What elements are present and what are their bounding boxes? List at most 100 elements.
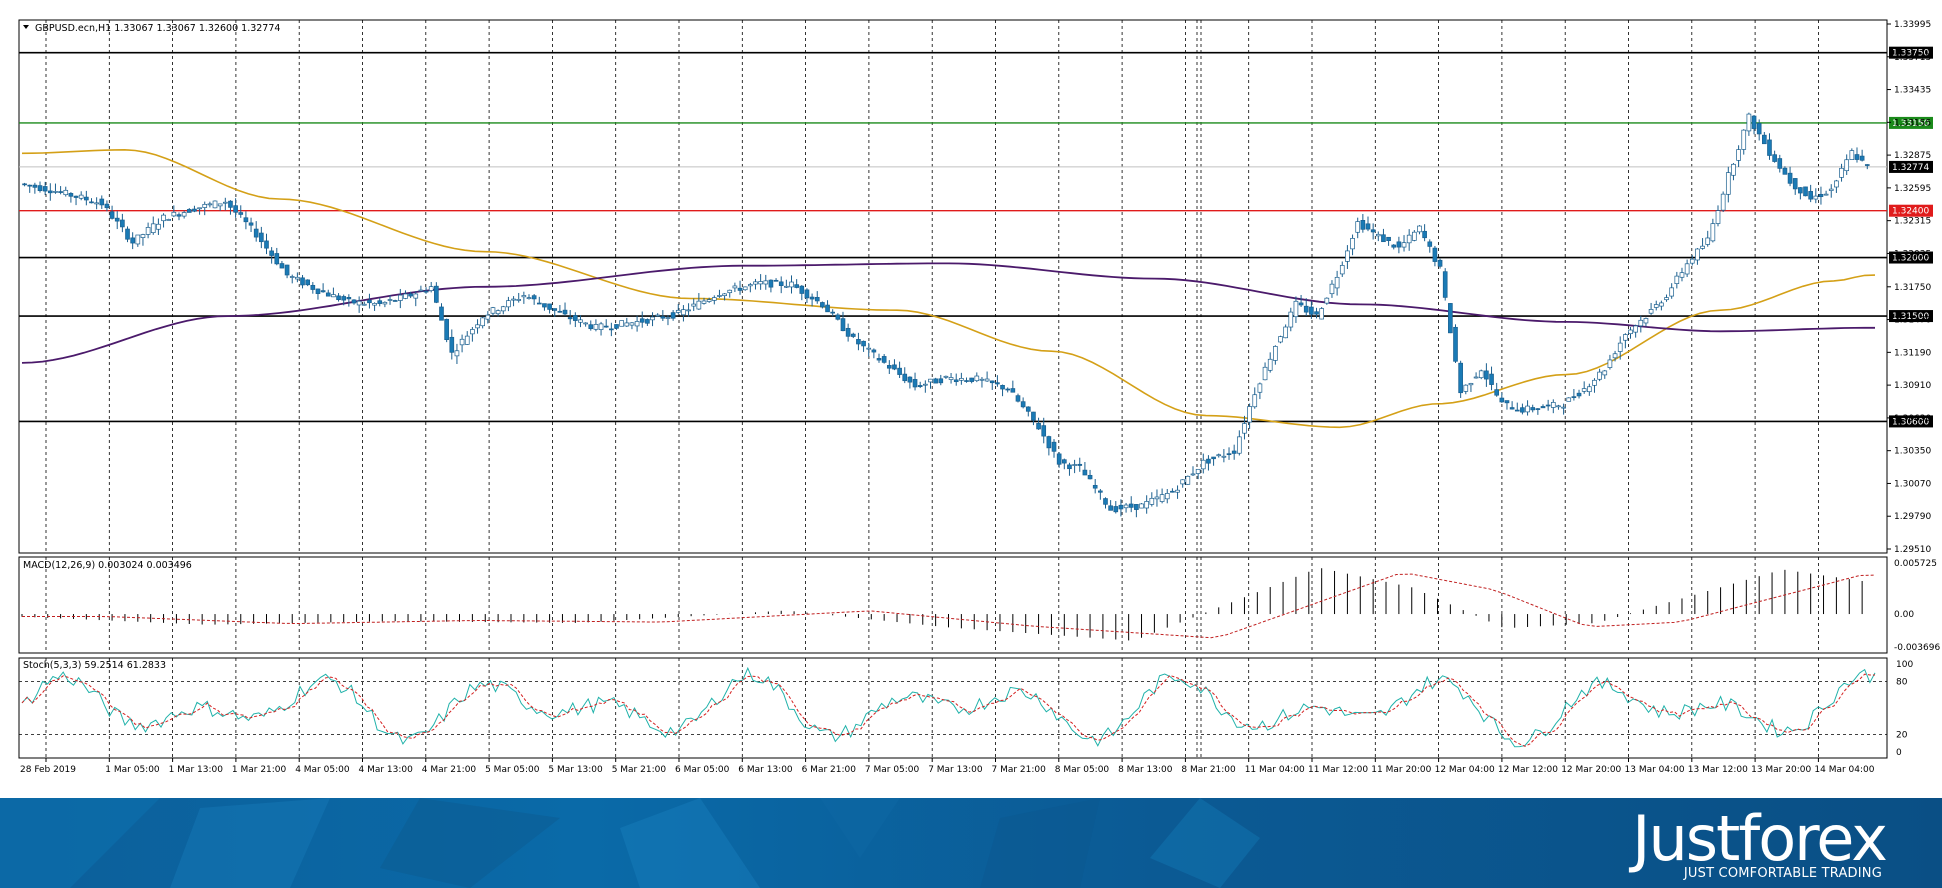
bull-candle: [145, 227, 151, 235]
level-label: 1.32000: [1892, 254, 1929, 264]
bear-candle: [917, 385, 923, 387]
stochastic-panel: 100 80 20 0: [19, 660, 1913, 758]
bear-candle: [573, 315, 578, 321]
level-label: 1.33750: [1892, 49, 1929, 59]
bull-candle: [506, 300, 511, 308]
bull-candle: [356, 300, 362, 306]
bear-candle: [809, 296, 815, 300]
bear-candle: [820, 302, 825, 308]
level-label: 1.33150: [1892, 119, 1929, 129]
bull-candle: [1700, 245, 1705, 249]
bull-candle: [1278, 336, 1283, 343]
bear-candle: [639, 318, 645, 323]
bull-candle: [1664, 297, 1669, 301]
bear-candle: [1782, 167, 1788, 175]
level-label: 1.32400: [1892, 207, 1929, 217]
bull-candle: [943, 375, 949, 378]
bull-candle: [428, 286, 434, 291]
bear-candle: [933, 378, 938, 384]
bull-candle: [1334, 276, 1340, 289]
price-label: 1.33715: [1894, 53, 1931, 63]
bear-candle: [47, 190, 53, 194]
bull-candle: [1221, 455, 1227, 458]
bear-candle: [1396, 241, 1402, 248]
bear-candle: [830, 311, 836, 314]
bear-candle: [1025, 406, 1031, 412]
bear-candle: [84, 196, 89, 201]
bear-candle: [1859, 155, 1865, 161]
bull-candle: [470, 329, 475, 335]
bull-candle: [691, 303, 697, 307]
bull-candle: [1216, 454, 1222, 457]
bear-candle: [845, 327, 851, 337]
bear-candle: [238, 212, 244, 215]
bull-candle: [1123, 504, 1129, 509]
price-label: 1.31190: [1894, 348, 1931, 358]
bull-candle: [1345, 250, 1350, 262]
bear-candle: [892, 364, 897, 370]
bull-candle: [1849, 150, 1855, 160]
bull-candle: [655, 314, 661, 317]
collapse-arrow-icon[interactable]: [23, 25, 29, 29]
price-label: 1.33435: [1894, 86, 1931, 96]
bear-candle: [269, 250, 274, 256]
bear-candle: [850, 333, 856, 337]
bull-candle: [217, 203, 223, 207]
time-label: 13 Mar 04:00: [1625, 765, 1685, 775]
bear-candle: [614, 324, 619, 329]
bear-candle: [876, 358, 882, 361]
bear-candle: [1087, 474, 1093, 480]
bull-candle: [1725, 172, 1731, 195]
bear-candle: [861, 340, 866, 347]
bear-candle: [794, 284, 799, 288]
bear-candle: [377, 300, 383, 304]
bear-candle: [1036, 423, 1041, 430]
bear-candle: [897, 367, 902, 375]
bull-candle: [1669, 287, 1675, 297]
bear-candle: [1391, 244, 1397, 248]
bull-candle: [1746, 113, 1752, 132]
bull-candle: [1190, 473, 1196, 476]
time-axis: 28 Feb 2019 1 Mar 05:00 1 Mar 13:00 1 Mar 2…: [20, 758, 1875, 775]
bull-candle: [403, 293, 408, 299]
bull-candle: [331, 294, 336, 298]
bear-candle: [1000, 385, 1005, 390]
bull-candle: [758, 281, 763, 285]
bull-candle: [1339, 265, 1345, 275]
bear-candle: [536, 302, 542, 305]
bear-candle: [1298, 302, 1304, 306]
bear-candle: [336, 295, 341, 301]
bull-candle: [207, 203, 213, 206]
bull-candle: [619, 320, 624, 327]
bull-candle: [1597, 371, 1602, 380]
macd-title: MACD(12,26,9) 0.003024 0.003496: [23, 560, 192, 571]
time-label: 12 Mar 04:00: [1435, 765, 1495, 775]
price-label: 1.32595: [1894, 184, 1931, 194]
bear-candle: [609, 328, 614, 331]
bear-candle: [588, 324, 594, 330]
bear-candle: [881, 356, 887, 363]
banner-decoration: [0, 798, 1260, 888]
price-label: 1.30070: [1894, 479, 1931, 489]
time-label: 6 Mar 05:00: [675, 765, 730, 775]
bull-candle: [1581, 388, 1587, 392]
bull-candle: [1602, 370, 1608, 376]
bull-candle: [1319, 308, 1324, 320]
level-label-box: [1889, 415, 1933, 428]
bear-candle: [228, 200, 233, 208]
bear-candle: [439, 306, 444, 321]
bear-candle: [284, 264, 290, 276]
bull-candle: [418, 289, 424, 292]
bull-candle: [1736, 149, 1741, 161]
bull-candle: [1674, 275, 1680, 284]
bear-candle: [1437, 259, 1443, 267]
bull-candle: [686, 309, 691, 312]
bear-candle: [1576, 392, 1582, 397]
time-label: 1 Mar 05:00: [105, 765, 160, 775]
bear-candle: [22, 183, 27, 186]
bear-candle: [1818, 193, 1824, 198]
bear-candle: [104, 203, 110, 209]
bull-candle: [222, 201, 228, 204]
time-label: 11 Mar 20:00: [1371, 765, 1431, 775]
bear-candle: [125, 228, 130, 240]
